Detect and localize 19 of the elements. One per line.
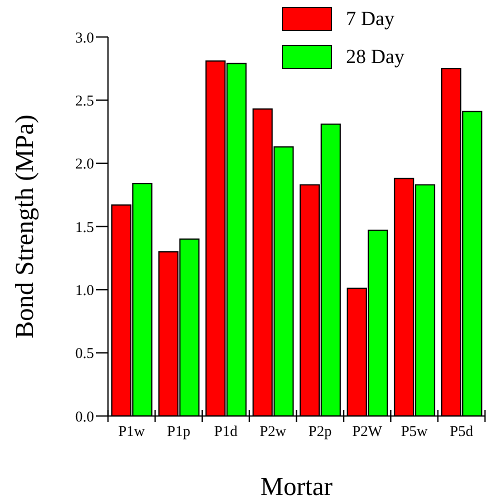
y-tick-label: 1.5 — [75, 220, 94, 236]
x-tick-label: P5w — [400, 424, 428, 440]
y-tick-label: 1.0 — [75, 282, 94, 299]
x-axis-title: Mortar — [260, 472, 333, 501]
y-tick-label: 2.0 — [75, 156, 94, 173]
legend-label: 7 Day — [346, 8, 394, 30]
x-tick-label: P2W — [352, 424, 384, 440]
x-tick-label: P1p — [167, 424, 190, 440]
x-tick-label: P1d — [214, 424, 238, 440]
y-axis-title: Bond Strength (MPa) — [10, 114, 40, 338]
y-tick-label: 3.0 — [75, 30, 94, 46]
y-tick-label: 2.5 — [75, 93, 94, 110]
y-tick-label: 0.5 — [75, 346, 94, 362]
legend-label: 28 Day — [346, 46, 404, 68]
x-tick-label: P2p — [308, 424, 332, 440]
y-tick-label: 0.0 — [75, 409, 94, 426]
x-tick-label: P2w — [260, 424, 286, 440]
x-tick-label: P1w — [118, 424, 146, 440]
x-tick-label: P5d — [450, 424, 474, 440]
